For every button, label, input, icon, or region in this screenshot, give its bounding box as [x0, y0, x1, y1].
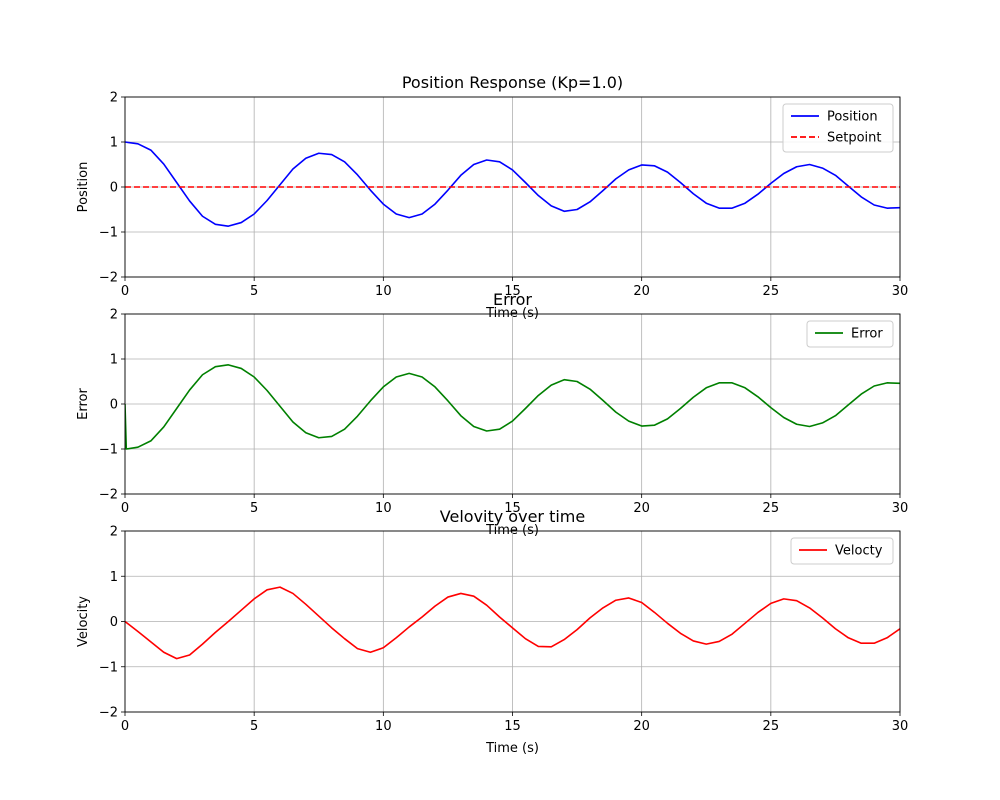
series-line-velocty — [125, 586, 900, 660]
x-tick-label: 20 — [633, 719, 650, 734]
x-tick-label: 30 — [892, 284, 909, 299]
x-tick-label: 15 — [504, 284, 521, 299]
y-tick-label: 0 — [110, 398, 118, 413]
y-tick-label: −1 — [99, 660, 118, 675]
y-tick-label: 0 — [110, 181, 118, 196]
x-axis-label: Time (s) — [485, 306, 539, 321]
x-tick-label: 15 — [504, 501, 521, 516]
x-axis-label: Time (s) — [485, 523, 539, 538]
x-tick-label: 0 — [121, 719, 129, 734]
legend: Error — [806, 320, 894, 348]
legend-label: Error — [851, 327, 883, 342]
x-tick-label: 10 — [375, 284, 392, 299]
y-tick-label: 1 — [110, 353, 118, 368]
y-tick-label: 1 — [110, 570, 118, 585]
y-tick-label: −2 — [99, 706, 118, 721]
y-tick-label: −1 — [99, 443, 118, 458]
x-tick-label: 5 — [250, 719, 258, 734]
x-tick-label: 0 — [121, 501, 129, 516]
legend-box — [790, 537, 894, 565]
y-tick-label: 0 — [110, 615, 118, 630]
y-tick-label: 2 — [110, 91, 118, 106]
y-axis-label: Velocity — [76, 596, 91, 647]
x-tick-label: 30 — [892, 501, 909, 516]
legend-label: Position — [827, 110, 878, 125]
legend: Velocty — [790, 537, 894, 565]
legend-label: Setpoint — [827, 131, 882, 146]
legend-box — [806, 320, 894, 348]
chart-title: Position Response (Kp=1.0) — [402, 73, 623, 92]
x-tick-label: 20 — [633, 501, 650, 516]
x-tick-label: 25 — [763, 719, 780, 734]
chart-title: Error — [493, 290, 532, 309]
y-tick-label: 2 — [110, 308, 118, 323]
x-tick-label: 0 — [121, 284, 129, 299]
x-tick-label: 30 — [892, 719, 909, 734]
x-tick-label: 10 — [375, 719, 392, 734]
series-line-error — [125, 364, 900, 450]
y-axis-label: Error — [76, 388, 91, 420]
y-axis-label: Position — [76, 162, 91, 213]
y-tick-label: −2 — [99, 271, 118, 286]
chart-title: Velovity over time — [440, 507, 585, 526]
legend-label: Velocty — [835, 544, 883, 559]
chart-panel-2: 0 5 10 15 20 25 30 −2 −1 0 1 2 Time (s) Velocity Velov… — [76, 507, 908, 756]
x-tick-label: 25 — [763, 284, 780, 299]
y-tick-label: −1 — [99, 226, 118, 241]
x-tick-label: 25 — [763, 501, 780, 516]
legend: Position Setpoint — [782, 103, 894, 153]
x-tick-label: 10 — [375, 501, 392, 516]
y-tick-label: −2 — [99, 488, 118, 503]
x-tick-label: 20 — [633, 284, 650, 299]
x-tick-label: 5 — [250, 501, 258, 516]
x-tick-label: 15 — [504, 719, 521, 734]
y-tick-label: 1 — [110, 136, 118, 151]
y-tick-label: 2 — [110, 525, 118, 540]
x-axis-label: Time (s) — [485, 741, 539, 756]
x-tick-label: 5 — [250, 284, 258, 299]
series-line-position — [125, 141, 900, 227]
